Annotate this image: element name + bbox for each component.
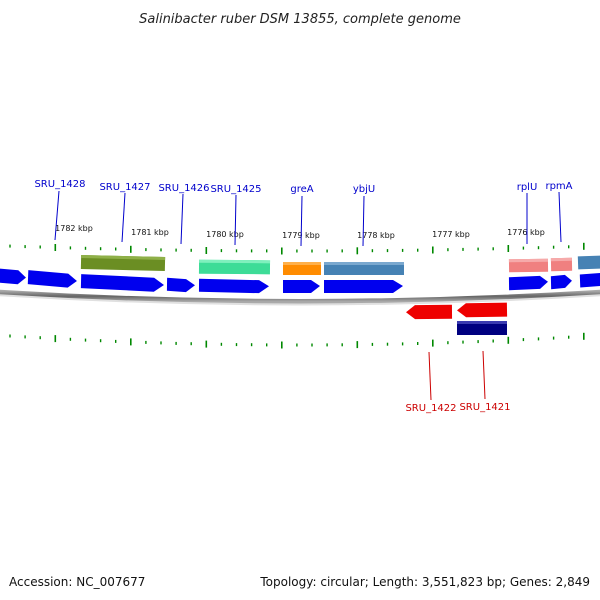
cds-arrow-reverse bbox=[457, 302, 508, 318]
feature-bar-salmon-rpma bbox=[550, 257, 573, 272]
feature-bar-navy bbox=[457, 321, 507, 335]
feature-bar-orange bbox=[283, 262, 321, 275]
tick-label: 1778 kbp bbox=[357, 231, 395, 240]
cds-arrow-forward bbox=[0, 268, 26, 285]
gene-label-ybju: ybjU bbox=[353, 184, 375, 195]
reverse-leader-lines bbox=[428, 350, 486, 401]
gene-label-grea: greA bbox=[290, 184, 313, 195]
leader-line bbox=[300, 195, 303, 247]
gene-label-sru1426: SRU_1426 bbox=[158, 183, 209, 194]
reverse-gene-labels: SRU_1422 SRU_1421 bbox=[405, 402, 510, 414]
tick-label: 1780 kbp bbox=[206, 230, 244, 239]
feature-bar-navy-hl bbox=[457, 321, 507, 324]
feature-bar-olive-hl bbox=[81, 255, 166, 260]
tick-label: 1781 kbp bbox=[131, 228, 169, 237]
cds-arrow-forward bbox=[324, 280, 403, 293]
feature-bar-orange-hl bbox=[283, 262, 321, 265]
leader-line bbox=[234, 194, 237, 246]
leader-line bbox=[558, 191, 562, 243]
feature-bar-salmon-rpma-hl bbox=[550, 257, 572, 262]
forward-leader-lines bbox=[54, 190, 562, 247]
leader-line bbox=[428, 351, 432, 401]
feature-bar-steelblue-edge bbox=[577, 255, 600, 270]
tick-marks-bottom bbox=[9, 332, 585, 349]
leader-line bbox=[362, 195, 365, 247]
cds-arrow-reverse bbox=[406, 304, 453, 320]
forward-cds-arrows bbox=[0, 268, 600, 294]
cds-arrow-forward bbox=[508, 275, 548, 291]
forward-gene-labels: SRU_1428 SRU_1427 SRU_1426 SRU_1425 greA… bbox=[34, 179, 572, 195]
gene-label-sru1427: SRU_1427 bbox=[99, 182, 150, 193]
map-title: Salinibacter ruber DSM 13855, complete g… bbox=[139, 12, 461, 27]
leader-line bbox=[121, 192, 126, 243]
gene-label-rplu: rplU bbox=[517, 182, 538, 193]
feature-bar-steelblue-hl bbox=[324, 262, 404, 265]
feature-bar-salmon-rplu-hl bbox=[508, 258, 548, 263]
tick-label: 1776 kbp bbox=[507, 228, 545, 237]
cds-arrow-forward bbox=[166, 277, 195, 293]
feature-bar-steelblue bbox=[324, 262, 404, 275]
tick-marks-top bbox=[9, 242, 585, 255]
cds-arrow-forward bbox=[579, 272, 600, 288]
gene-label-rpma: rpmA bbox=[545, 181, 572, 192]
genome-backbone bbox=[0, 289, 600, 306]
feature-bars bbox=[80, 255, 600, 275]
cds-arrow-forward bbox=[80, 274, 164, 292]
cds-arrow-forward bbox=[283, 280, 320, 293]
feature-bar-teal bbox=[198, 259, 271, 275]
tick-labels: 1782 kbp 1781 kbp 1780 kbp 1779 kbp 1778… bbox=[55, 224, 545, 240]
gene-label-sru1428: SRU_1428 bbox=[34, 179, 85, 190]
leader-line bbox=[482, 350, 486, 400]
genome-info-text: Topology: circular; Length: 3,551,823 bp… bbox=[259, 575, 590, 589]
tick-label: 1777 kbp bbox=[432, 230, 470, 239]
tick-label: 1782 kbp bbox=[55, 224, 93, 233]
cds-arrow-forward bbox=[27, 270, 77, 288]
gene-label-sru1421: SRU_1421 bbox=[459, 402, 510, 413]
backbone-arc bbox=[0, 289, 600, 304]
backbone-shadow bbox=[0, 294, 600, 306]
leader-line bbox=[180, 193, 184, 245]
leader-line bbox=[54, 190, 60, 241]
cds-arrow-forward bbox=[550, 274, 572, 290]
reverse-cds-arrows bbox=[406, 302, 508, 320]
gene-label-sru1422: SRU_1422 bbox=[405, 403, 456, 414]
accession-text: Accession: NC_007677 bbox=[9, 575, 145, 589]
gene-label-sru1425: SRU_1425 bbox=[210, 184, 261, 195]
cds-arrow-forward bbox=[198, 278, 269, 294]
feature-bar-teal-hl bbox=[199, 259, 271, 264]
